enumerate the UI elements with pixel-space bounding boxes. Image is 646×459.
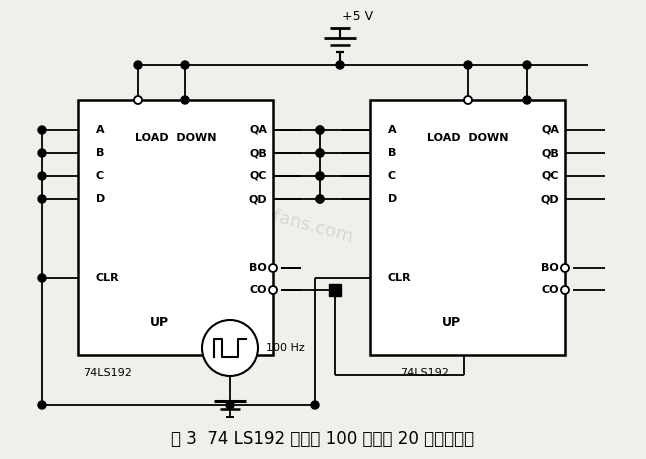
Text: www.elecfans.com: www.elecfans.com (188, 185, 355, 246)
Text: QD: QD (540, 194, 559, 204)
Circle shape (316, 149, 324, 157)
Circle shape (226, 401, 234, 409)
Text: 74LS192: 74LS192 (400, 368, 449, 378)
Circle shape (316, 172, 324, 180)
Circle shape (134, 96, 142, 104)
Circle shape (316, 149, 324, 157)
Circle shape (464, 61, 472, 69)
Text: C: C (96, 171, 104, 181)
Text: BO: BO (249, 263, 267, 273)
Text: CLR: CLR (388, 273, 412, 283)
Text: QB: QB (541, 148, 559, 158)
Text: B: B (388, 148, 397, 158)
Circle shape (38, 274, 46, 282)
Circle shape (38, 149, 46, 157)
Text: D: D (388, 194, 397, 204)
Text: 100 Hz: 100 Hz (266, 343, 305, 353)
Text: QA: QA (249, 125, 267, 135)
Circle shape (316, 126, 324, 134)
Circle shape (38, 401, 46, 409)
Circle shape (269, 264, 277, 272)
Text: +5 V: +5 V (342, 10, 373, 22)
Circle shape (316, 195, 324, 203)
Text: D: D (96, 194, 105, 204)
Circle shape (336, 61, 344, 69)
Bar (370, 100, 565, 355)
Circle shape (269, 286, 277, 294)
Circle shape (523, 61, 531, 69)
Circle shape (181, 96, 189, 104)
Text: C: C (388, 171, 396, 181)
Text: 74LS192: 74LS192 (83, 368, 132, 378)
Text: CO: CO (249, 285, 267, 295)
Text: B: B (96, 148, 105, 158)
Circle shape (561, 264, 569, 272)
Text: CLR: CLR (96, 273, 120, 283)
Text: QD: QD (248, 194, 267, 204)
Text: UP: UP (443, 317, 461, 330)
Circle shape (523, 96, 531, 104)
Text: QB: QB (249, 148, 267, 158)
Text: QA: QA (541, 125, 559, 135)
Circle shape (316, 126, 324, 134)
Text: LOAD  DOWN: LOAD DOWN (135, 133, 216, 143)
Text: QC: QC (249, 171, 267, 181)
Circle shape (202, 320, 258, 376)
Bar (78, 100, 273, 355)
Text: LOAD  DOWN: LOAD DOWN (427, 133, 508, 143)
Circle shape (134, 61, 142, 69)
Text: UP: UP (151, 317, 169, 330)
Circle shape (311, 401, 319, 409)
Text: 图 3  74 LS192 构成的 100 分频和 20 分频电路图: 图 3 74 LS192 构成的 100 分频和 20 分频电路图 (171, 430, 475, 448)
Circle shape (464, 96, 472, 104)
Circle shape (181, 61, 189, 69)
Text: QC: QC (541, 171, 559, 181)
Circle shape (38, 195, 46, 203)
Circle shape (561, 286, 569, 294)
Text: A: A (96, 125, 105, 135)
Text: BO: BO (541, 263, 559, 273)
Text: A: A (388, 125, 397, 135)
Text: CO: CO (541, 285, 559, 295)
Circle shape (38, 126, 46, 134)
Circle shape (316, 172, 324, 180)
Circle shape (316, 195, 324, 203)
Circle shape (38, 172, 46, 180)
Bar (329, 284, 341, 296)
